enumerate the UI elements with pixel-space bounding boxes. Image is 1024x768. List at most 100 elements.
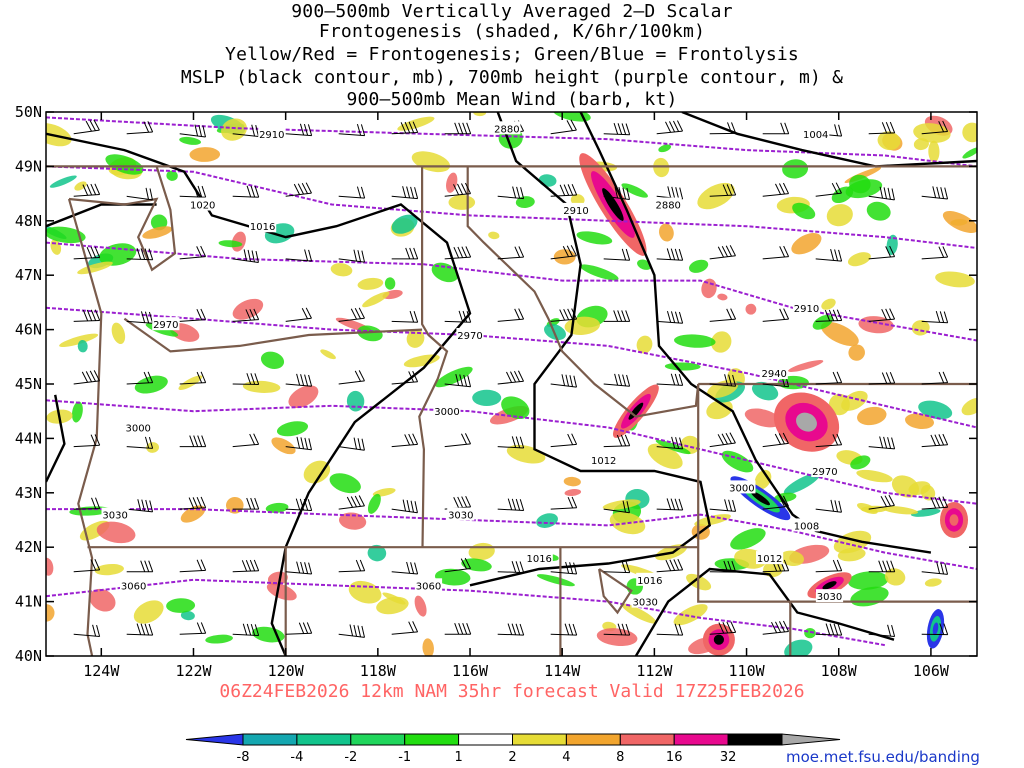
pressure-label: 1016 [250, 222, 275, 233]
pressure-label: 1020 [190, 201, 215, 212]
wind-barb [921, 623, 949, 636]
wind-barb [815, 249, 843, 262]
height-label: 2910 [563, 206, 588, 217]
lon-label: 122W [175, 662, 212, 680]
shading-blob [357, 277, 384, 290]
shading-blob [536, 513, 558, 528]
wind-barb [391, 621, 419, 635]
wind-barb [762, 308, 790, 322]
credit-url[interactable]: moe.met.fsu.edu/banding [786, 748, 980, 766]
wind-barb [550, 623, 578, 636]
wind-barb [126, 121, 154, 135]
wind-barb [179, 124, 206, 138]
height-label-bg [120, 578, 148, 592]
wind-barb [232, 623, 260, 637]
shading-blob [178, 375, 203, 391]
shading-blob [804, 628, 816, 639]
shading-blob [791, 233, 822, 255]
shading-blob [886, 234, 898, 256]
wind-barb [285, 561, 313, 575]
wind-barb [497, 308, 525, 322]
wind-barb [656, 120, 684, 135]
title-line-2: Frontogenesis (shaded, K/6hr/100km) [318, 21, 706, 42]
wind-barb [338, 307, 365, 322]
height-contour [46, 116, 977, 168]
height-label: 3060 [121, 581, 146, 592]
shading-blob [655, 439, 691, 455]
wind-barb [709, 122, 737, 135]
shading-blob [74, 181, 87, 191]
lat-label: 40N [15, 647, 42, 665]
shading-blob [961, 397, 977, 416]
height-label-bg [258, 126, 286, 140]
wind-barb [391, 186, 419, 200]
colorbar-swatch [673, 733, 729, 746]
shading-blob [89, 588, 116, 612]
height-label-bg [728, 480, 756, 494]
pressure-contour [46, 394, 66, 483]
wind-barb [285, 498, 313, 511]
wind-barb [73, 624, 101, 637]
shading-blob [653, 157, 670, 178]
shading-blob [134, 375, 168, 394]
lat-label: 47N [15, 266, 42, 284]
height-contour [46, 165, 977, 249]
height-label-bg [562, 202, 590, 216]
shading-blob [564, 489, 582, 496]
shading-blob [942, 211, 977, 233]
wind-barb [179, 622, 207, 635]
lon-label: 120W [268, 662, 305, 680]
wind-barb [550, 183, 578, 197]
wind-barb [126, 311, 154, 324]
shading-blob [448, 194, 476, 210]
wind-barb [762, 122, 790, 135]
state-border [697, 384, 977, 603]
height-label-bg [654, 197, 682, 211]
wind-barb [815, 371, 843, 385]
title-line-1: 900–500mb Vertically Averaged 2–D Scalar [291, 1, 733, 22]
shading-blob [837, 547, 866, 562]
wind-barb [126, 436, 154, 449]
pressure-contour [46, 203, 157, 228]
height-label: 3060 [416, 581, 441, 592]
wind-barb [338, 249, 365, 263]
shading-blob [788, 360, 824, 372]
wind-barb [338, 624, 365, 638]
wind-barb [921, 311, 949, 324]
wind-barb [232, 559, 260, 573]
frontogenesis-maximum [949, 514, 959, 526]
wind-barb [603, 186, 630, 200]
wind-barb [815, 309, 843, 322]
shading-blob [180, 610, 195, 621]
shading-blob [962, 122, 977, 143]
height-label-bg [811, 464, 839, 477]
wind-barb [603, 373, 631, 387]
wind-barb [868, 245, 896, 260]
shading-blob [179, 136, 202, 145]
wind-barb [603, 123, 631, 136]
wind-barb [709, 245, 736, 260]
wind-barb [391, 561, 419, 575]
colorbar-swatch [242, 733, 298, 746]
shading-blob [271, 437, 296, 455]
shading-blob [384, 277, 396, 290]
colorbar-swatch [565, 733, 621, 746]
wind-barb [868, 308, 896, 322]
height-label: 3000 [434, 407, 459, 418]
wind-barb [497, 436, 525, 449]
pressure-label-bg [756, 551, 784, 565]
colorbar-label: -4 [290, 750, 303, 765]
wind-barb [73, 246, 101, 260]
shading-blob [288, 385, 319, 409]
wind-barb [126, 623, 154, 636]
wind-barb [497, 561, 525, 574]
shading-blob [841, 390, 868, 411]
wind-barb [550, 496, 578, 510]
wind-barb [338, 370, 365, 385]
wind-barb [232, 497, 260, 510]
frontogenesis-maximum [628, 402, 644, 420]
shading-blob [621, 183, 648, 198]
height-label-bg [792, 300, 821, 314]
state-borders [46, 165, 977, 656]
